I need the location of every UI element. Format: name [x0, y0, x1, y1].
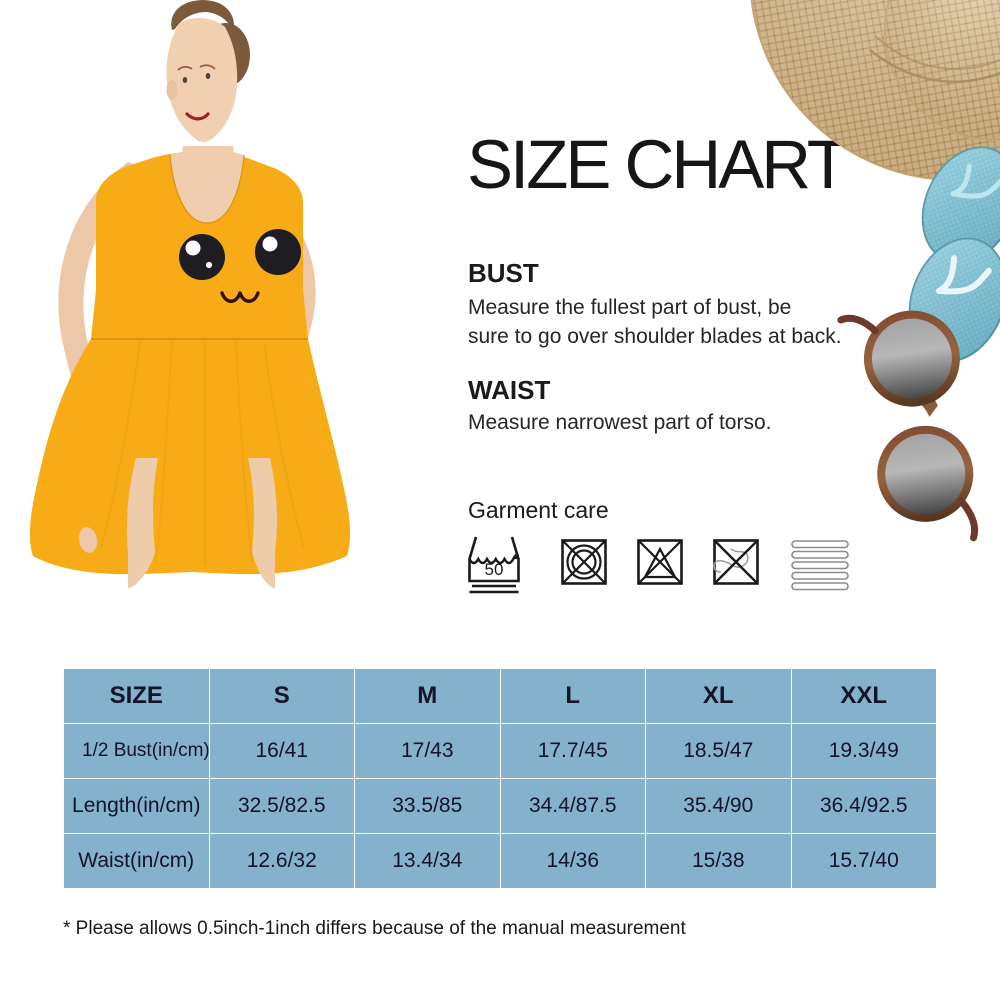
svg-text:50: 50	[485, 560, 504, 579]
